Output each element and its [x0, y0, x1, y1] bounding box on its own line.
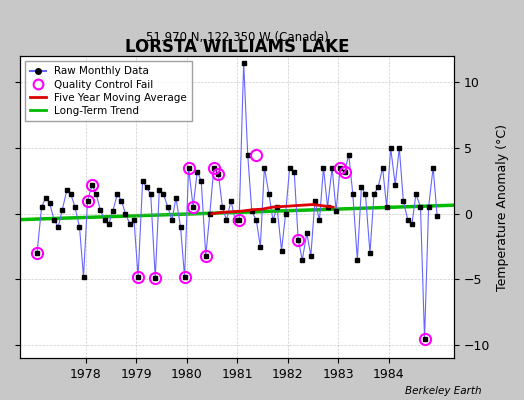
Text: 51.970 N, 122.350 W (Canada): 51.970 N, 122.350 W (Canada): [146, 31, 329, 44]
Y-axis label: Temperature Anomaly (°C): Temperature Anomaly (°C): [496, 124, 509, 291]
Legend: Raw Monthly Data, Quality Control Fail, Five Year Moving Average, Long-Term Tren: Raw Monthly Data, Quality Control Fail, …: [25, 61, 192, 121]
Text: Berkeley Earth: Berkeley Earth: [406, 386, 482, 396]
Title: LORSTA WILLIAMS LAKE: LORSTA WILLIAMS LAKE: [125, 38, 350, 56]
